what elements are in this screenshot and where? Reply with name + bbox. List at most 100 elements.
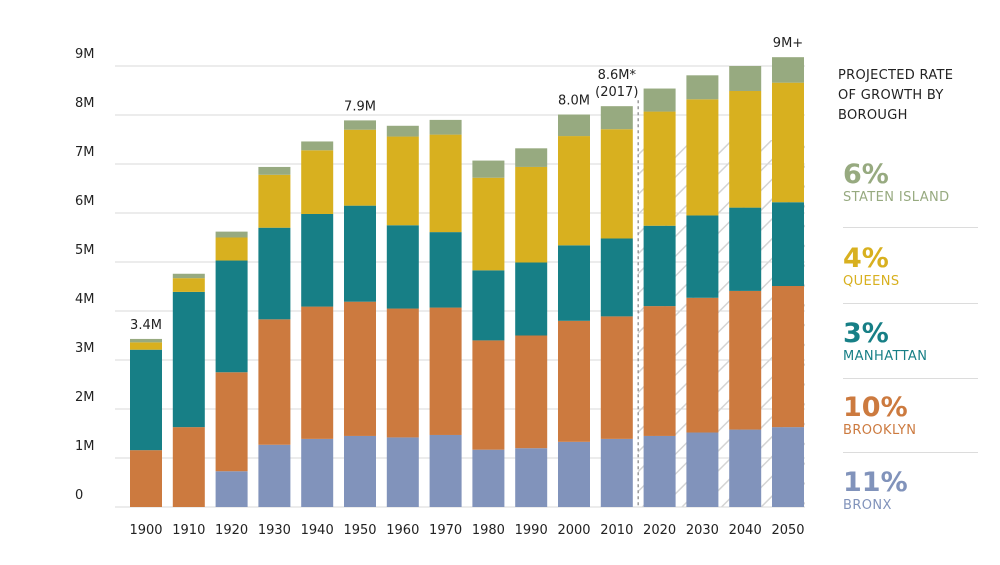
x-tick-label: 2000: [557, 523, 590, 538]
x-tick-label: 2030: [686, 523, 719, 538]
legend-item-staten-island: 6% STATEN ISLAND: [843, 159, 983, 206]
bar-segment-manhattan: [386, 225, 419, 309]
legend-item-queens: 4% QUEENS: [843, 243, 983, 290]
legend-divider: [843, 378, 978, 379]
legend-name: BRONX: [843, 498, 892, 513]
bar-segment-brooklyn: [643, 306, 676, 436]
bar-segment-staten-island: [172, 273, 205, 279]
x-tick-label: 1940: [301, 523, 334, 538]
y-tick-label: 8M: [75, 96, 95, 111]
bar-segment-queens: [301, 150, 334, 214]
legend-divider: [843, 227, 978, 228]
x-tick-label: 1990: [515, 523, 548, 538]
y-tick-label: 3M: [75, 341, 95, 356]
bar-segment-manhattan: [130, 349, 162, 451]
y-tick-label: 1M: [75, 439, 95, 454]
legend-item-bronx: 11% BRONX: [843, 469, 983, 514]
bar-segment-queens: [429, 134, 462, 233]
bar-segment-bronx: [686, 432, 719, 507]
bar-total-label: 7.9M: [344, 99, 376, 114]
bar-segment-brooklyn: [515, 335, 548, 449]
x-tick-label: 2010: [600, 523, 633, 538]
bar-segment-queens: [772, 82, 804, 203]
bar-segment-staten-island: [729, 66, 762, 91]
legend-pct: 3%: [843, 318, 889, 349]
bar-segment-queens: [344, 129, 376, 206]
bar-segment-queens: [472, 177, 505, 271]
bar-segment-brooklyn: [130, 450, 162, 507]
x-tick-label: 2050: [771, 523, 804, 538]
bar-segment-bronx: [258, 444, 291, 507]
bar-segment-queens: [600, 129, 633, 239]
bar-segment-staten-island: [258, 166, 291, 175]
legend-pct: 10%: [843, 392, 908, 423]
bar-segment-manhattan: [172, 291, 205, 428]
legend-title-line: OF GROWTH BY: [838, 88, 944, 103]
bar-segment-bronx: [301, 438, 334, 507]
bar-segment-queens: [643, 111, 676, 226]
bar-segment-manhattan: [515, 262, 548, 336]
bar-segment-staten-island: [429, 119, 462, 135]
bar-segment-queens: [172, 278, 205, 292]
bar-total-label: (2017): [595, 85, 638, 100]
legend-item-brooklyn: 10% BROOKLYN: [843, 392, 983, 439]
bar-segment-manhattan: [258, 227, 291, 320]
bar-segment-brooklyn: [600, 316, 633, 439]
bar-segment-staten-island: [130, 338, 162, 343]
bar-segment-brooklyn: [429, 307, 462, 435]
bar-segment-staten-island: [643, 88, 676, 112]
y-tick-label: 9M: [75, 47, 95, 62]
bar-segment-brooklyn: [215, 372, 248, 472]
bar-segment-queens: [729, 90, 762, 208]
legend-divider: [843, 452, 978, 453]
bar-segment-manhattan: [472, 270, 505, 341]
legend-title: PROJECTED RATE OF GROWTH BY BOROUGH: [838, 66, 988, 126]
bar-segment-bronx: [429, 434, 462, 507]
bar-segment-bronx: [215, 471, 248, 507]
legend-title-line: PROJECTED RATE: [838, 68, 954, 83]
bar-total-label: 8.6M*: [598, 68, 637, 83]
bar-segment-manhattan: [600, 238, 633, 317]
bar-segment-manhattan: [686, 215, 719, 298]
bar-total-label: 3.4M: [130, 318, 162, 333]
legend-name: STATEN ISLAND: [843, 190, 950, 205]
bar-segment-bronx: [472, 449, 505, 507]
bar-segment-staten-island: [215, 231, 248, 238]
bar-segment-staten-island: [772, 57, 804, 83]
y-tick-label: 5M: [75, 243, 95, 258]
x-tick-label: 1970: [429, 523, 462, 538]
legend-pct: 6%: [843, 159, 889, 190]
bar-segment-staten-island: [686, 75, 719, 100]
legend-title-line: BOROUGH: [838, 108, 908, 123]
bar-segment-staten-island: [558, 114, 590, 137]
bar-segment-staten-island: [515, 148, 548, 167]
y-tick-label: 6M: [75, 194, 95, 209]
bar-total-label: 8.0M: [558, 94, 590, 109]
x-tick-label: 1920: [215, 523, 248, 538]
bar-total-label: 9M+: [773, 36, 803, 51]
y-tick-label: 0: [75, 488, 83, 503]
bar-segment-bronx: [600, 438, 633, 507]
bar-segment-bronx: [515, 448, 548, 507]
legend-name: QUEENS: [843, 274, 900, 289]
bar-segment-manhattan: [558, 245, 590, 321]
y-tick-label: 4M: [75, 292, 95, 307]
legend-pct: 4%: [843, 243, 889, 274]
bar-segment-bronx: [386, 437, 419, 507]
bar-segment-bronx: [643, 435, 676, 507]
bar-segment-brooklyn: [729, 290, 762, 430]
bar-segment-bronx: [344, 435, 376, 507]
bar-segment-queens: [558, 136, 590, 246]
y-tick-label: 2M: [75, 390, 95, 405]
x-tick-label: 1900: [129, 523, 162, 538]
bar-segment-brooklyn: [258, 319, 291, 445]
legend-name: BROOKLYN: [843, 423, 917, 438]
x-tick-label: 1950: [343, 523, 376, 538]
bar-segment-queens: [686, 99, 719, 216]
bar-segment-manhattan: [772, 202, 804, 287]
bar-segment-queens: [258, 174, 291, 228]
bar-segment-bronx: [558, 441, 590, 507]
x-tick-label: 1930: [258, 523, 291, 538]
legend-name: MANHATTAN: [843, 349, 928, 364]
